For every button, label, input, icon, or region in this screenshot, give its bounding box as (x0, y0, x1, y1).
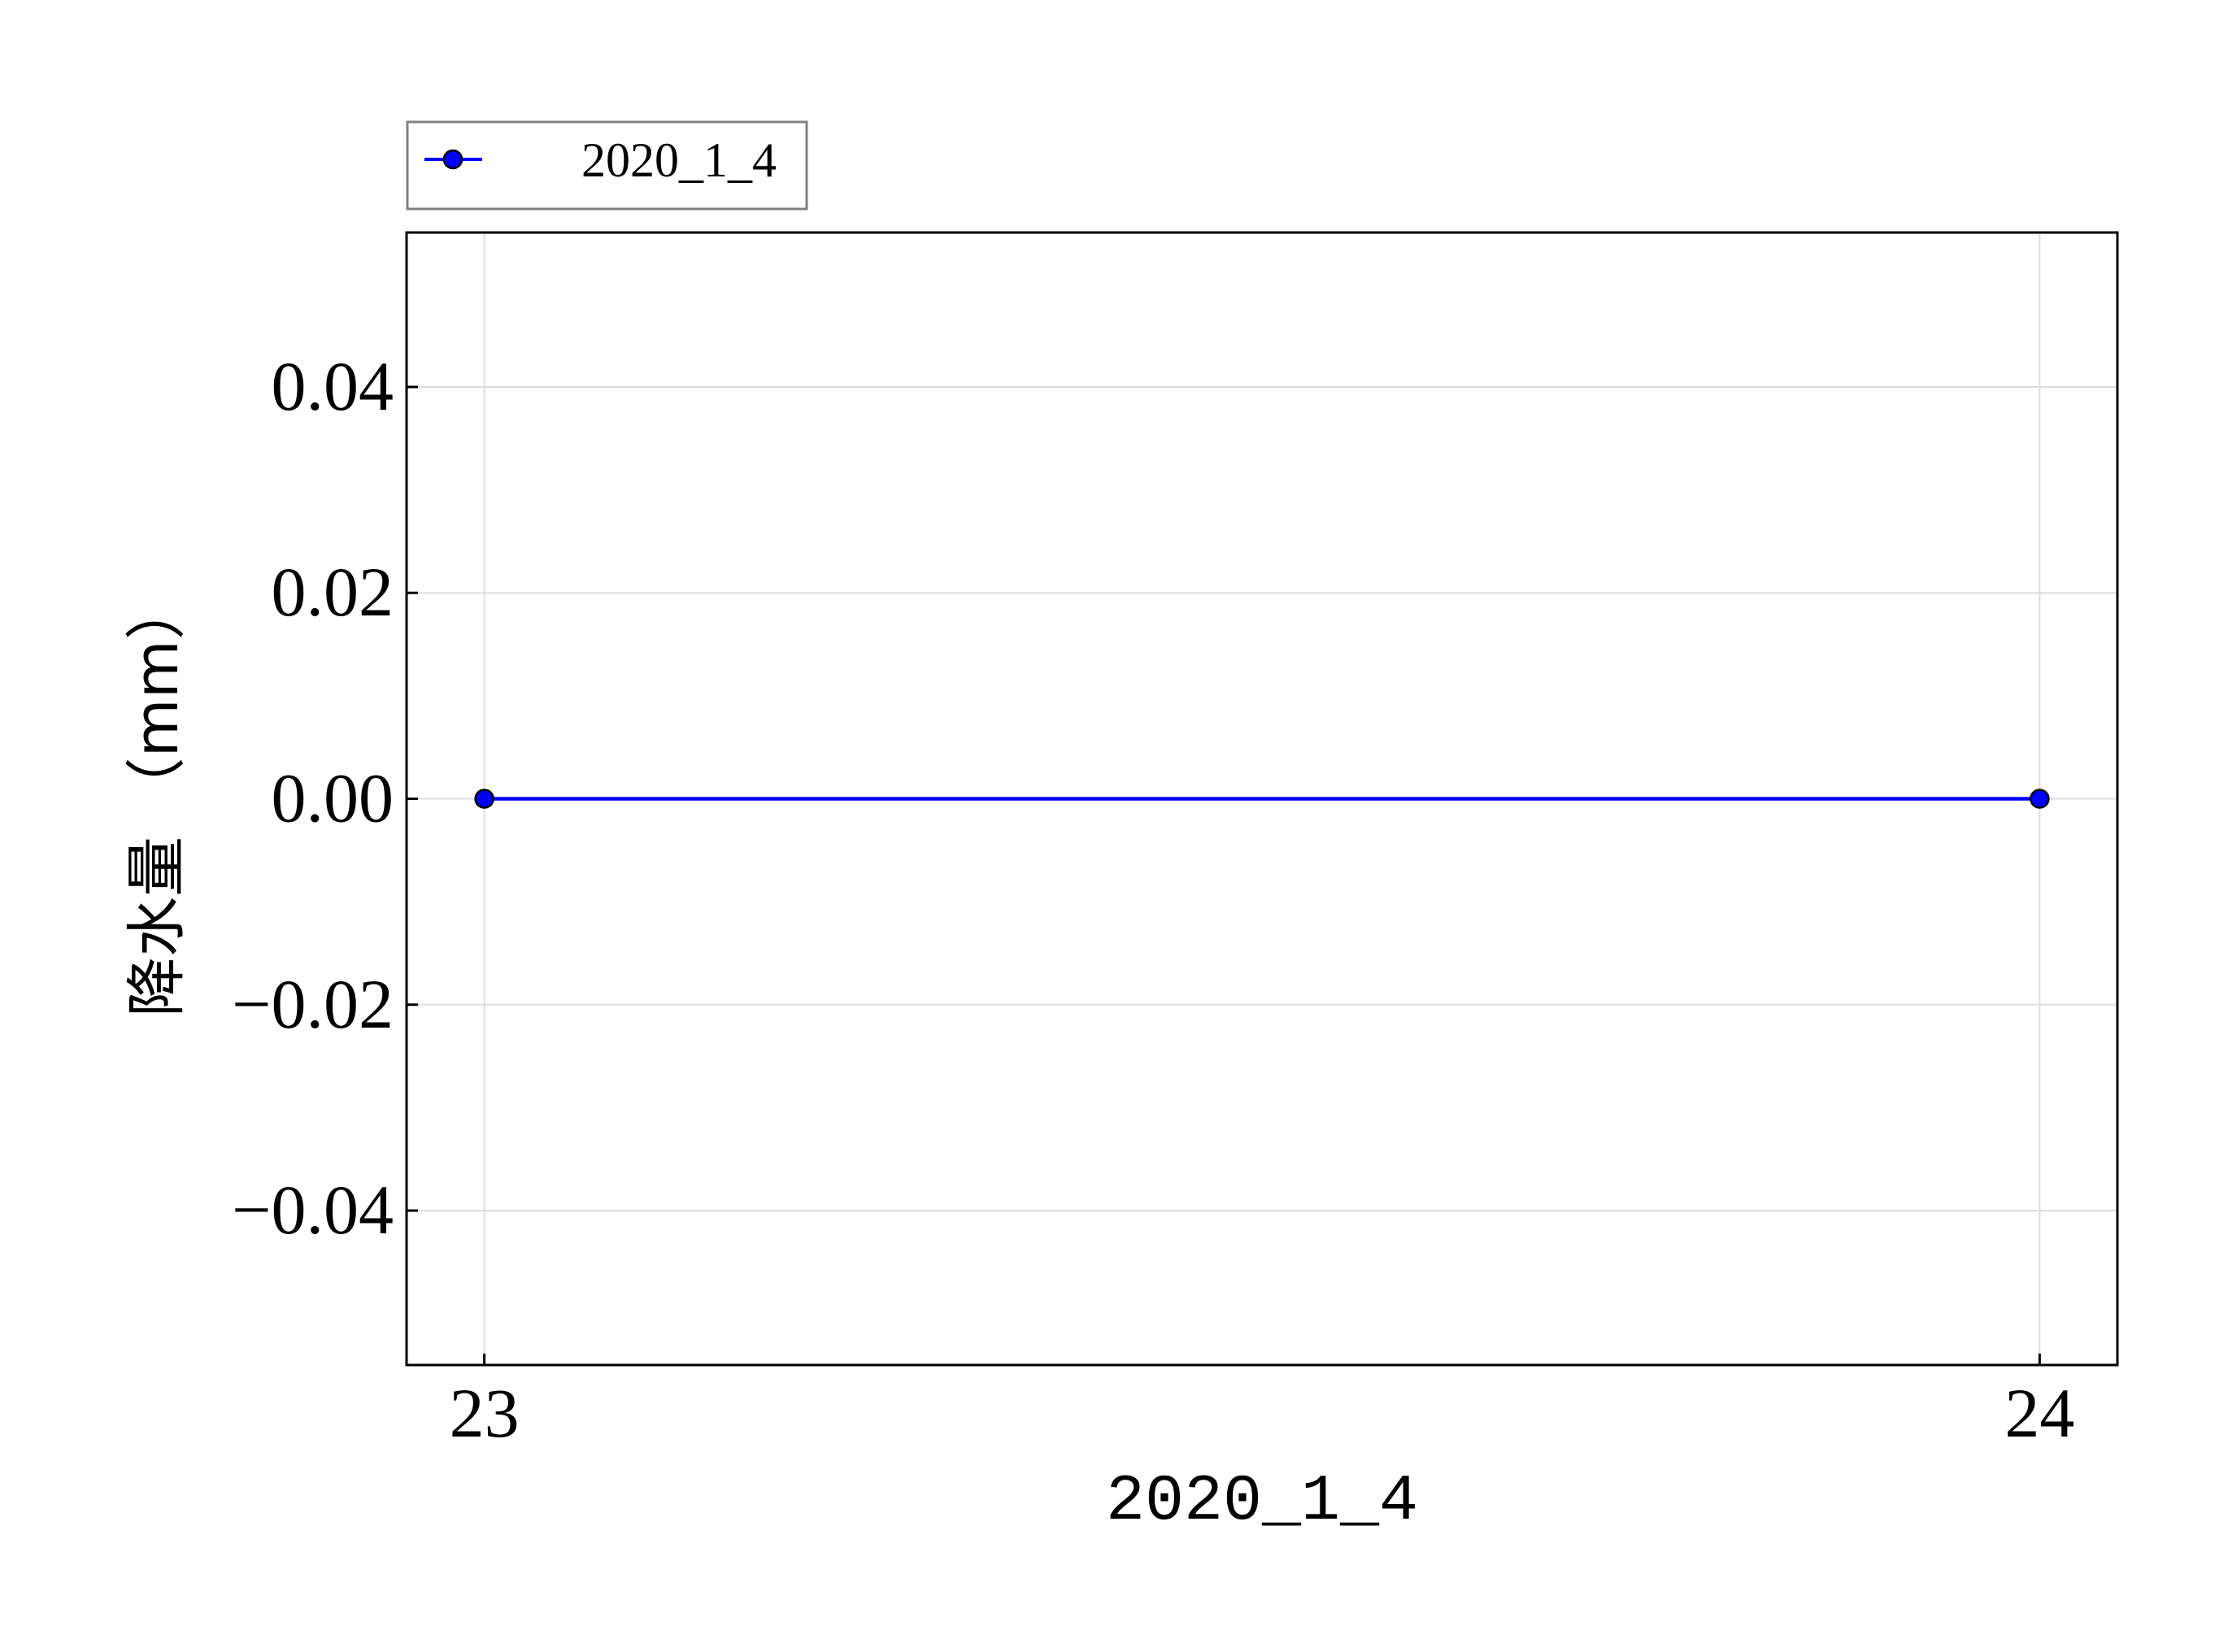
data-point-marker (474, 789, 494, 809)
series-layer (474, 789, 2050, 809)
y-tick-label: 0.00 (272, 759, 394, 837)
legend-box (406, 120, 808, 211)
y-tick-label: −0.02 (232, 965, 394, 1043)
x-axis-label: 2020_1_4 (1106, 1465, 1418, 1539)
y-tick-label: 0.02 (272, 553, 394, 631)
legend-label: 2020_1_4 (581, 133, 777, 187)
y-tick-label: 0.04 (272, 347, 394, 425)
legend-marker-swatch (442, 149, 463, 170)
ticks-layer: 0.04 0.02 0.00 −0.02 −0.04 23 24 (232, 347, 2074, 1452)
y-axis-label: 降水量 （mm） (122, 580, 192, 1017)
legend: 2020_1_4 (406, 120, 808, 211)
data-point-marker (2030, 789, 2050, 809)
y-tick-label: −0.04 (232, 1171, 394, 1249)
x-tick-label: 24 (2004, 1374, 2074, 1452)
x-tick-label: 23 (450, 1374, 520, 1452)
